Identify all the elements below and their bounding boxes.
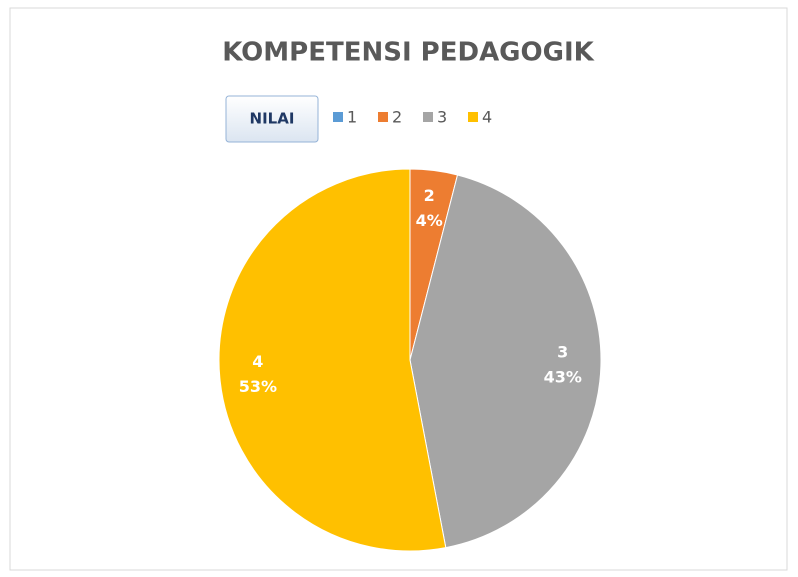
legend-label: 3 [437,108,447,127]
legend-label: 1 [347,108,357,127]
legend-swatch [468,112,478,122]
slice-category-label: 4 [252,352,263,371]
legend-swatch [378,112,388,122]
legend-swatch [333,112,343,122]
pie-slice [409,174,602,549]
slice-value-label: 4% [416,211,443,230]
slice-category-label: 3 [557,342,568,361]
slice-value-label: 53% [239,377,277,396]
legend-title-box [225,95,319,143]
legend-swatch [423,112,433,122]
slice-value-label: 43% [544,367,582,386]
slice-category-label: 2 [424,186,435,205]
legend-label: 4 [482,108,492,127]
legend-title: NILAI [250,110,295,128]
pie-slice [218,168,447,552]
legend-label: 2 [392,108,402,127]
chart-title: KOMPETENSI PEDAGOGIK [222,38,594,68]
